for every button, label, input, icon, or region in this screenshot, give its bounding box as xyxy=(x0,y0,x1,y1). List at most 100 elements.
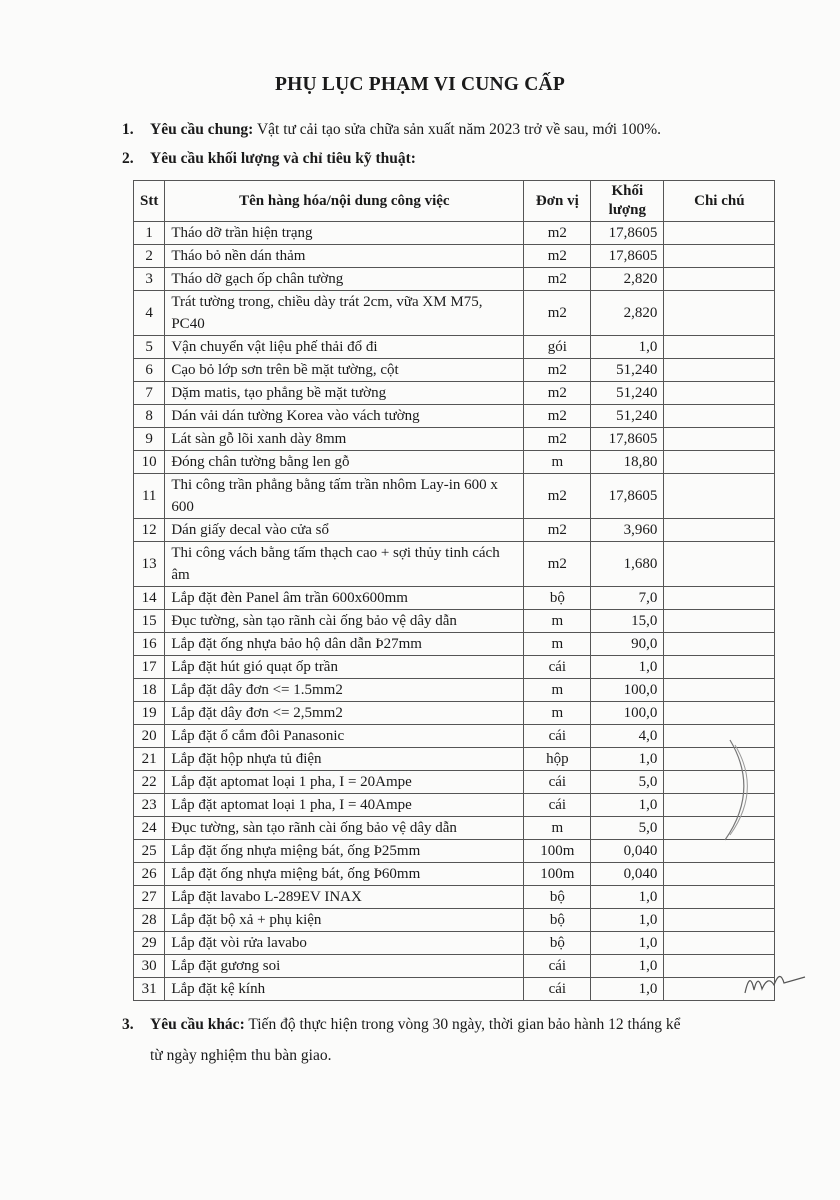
cell-unit: bộ xyxy=(523,908,592,932)
cell-stt: 14 xyxy=(132,586,166,610)
cell-unit: hộp xyxy=(523,747,592,771)
table-row: 3 Tháo dỡ gạch ốp chân tường m2 2,820 xyxy=(132,267,776,291)
cell-quantity: 1,0 xyxy=(590,793,665,817)
cell-stt: 9 xyxy=(132,427,166,451)
stamp-mark xyxy=(724,739,748,841)
cell-note xyxy=(663,655,776,679)
cell-name: Tháo bỏ nền dán thảm xyxy=(164,244,525,268)
cell-name: Đục tường, sàn tạo rãnh cài ống bảo vệ d… xyxy=(164,816,525,840)
cell-stt: 12 xyxy=(132,518,166,542)
cell-name: Dán giấy decal vào cửa sổ xyxy=(164,518,525,542)
cell-note xyxy=(663,609,776,633)
cell-note xyxy=(663,450,776,474)
cell-name: Đục tường, sàn tạo rãnh cài ống bảo vệ d… xyxy=(164,609,525,633)
cell-stt: 5 xyxy=(132,335,166,359)
section-text: Vật tư cải tạo sửa chữa sản xuất năm 202… xyxy=(253,121,661,138)
cell-quantity: 1,680 xyxy=(590,541,665,587)
cell-name: Đóng chân tường bằng len gỗ xyxy=(164,450,525,474)
cell-name: Lắp đặt ống nhựa miệng bát, ống Þ60mm xyxy=(164,862,525,886)
cell-quantity: 1,0 xyxy=(590,885,665,909)
cell-quantity: 51,240 xyxy=(590,381,665,405)
cell-stt: 24 xyxy=(132,816,166,840)
cell-unit: m xyxy=(523,816,592,840)
cell-name: Dán vải dán tường Korea vào vách tường xyxy=(164,404,525,428)
cell-unit: cái xyxy=(523,724,592,748)
cell-name: Tháo dỡ trần hiện trạng xyxy=(164,221,525,245)
cell-stt: 16 xyxy=(132,632,166,656)
cell-note xyxy=(663,586,776,610)
cell-unit: cái xyxy=(523,770,592,794)
cell-quantity: 2,820 xyxy=(590,267,665,291)
cell-stt: 11 xyxy=(132,473,166,519)
cell-name: Trát tường trong, chiều dày trát 2cm, vữ… xyxy=(164,290,525,336)
cell-name: Lắp đặt gương soi xyxy=(164,954,525,978)
cell-name: Lắp đặt aptomat loại 1 pha, I = 40Ampe xyxy=(164,793,525,817)
header-stt: Stt xyxy=(132,180,166,222)
cell-quantity: 3,960 xyxy=(590,518,665,542)
cell-note xyxy=(663,221,776,245)
cell-unit: m xyxy=(523,609,592,633)
table-row: 20 Lắp đặt ổ cắm đôi Panasonic cái 4,0 xyxy=(132,724,776,748)
cell-note xyxy=(663,404,776,428)
cell-note xyxy=(663,931,776,955)
cell-stt: 1 xyxy=(132,221,166,245)
cell-note xyxy=(663,862,776,886)
header-unit: Đơn vị xyxy=(523,180,592,222)
cell-unit: m2 xyxy=(523,518,592,542)
cell-name: Cạo bỏ lớp sơn trên bề mặt tường, cột xyxy=(164,358,525,382)
cell-unit: cái xyxy=(523,954,592,978)
table-row: 10 Đóng chân tường bằng len gỗ m 18,80 xyxy=(132,450,776,474)
section-volume-requirements: 2. Yêu cầu khối lượng và chỉ tiêu kỹ thuậ… xyxy=(122,150,416,168)
cell-unit: 100m xyxy=(523,862,592,886)
table-row: 13 Thi công vách bằng tấm thạch cao + sợi… xyxy=(132,541,776,587)
cell-quantity: 1,0 xyxy=(590,954,665,978)
page-title: PHỤ LỤC PHẠM VI CUNG CẤP xyxy=(275,74,565,95)
cell-stt: 4 xyxy=(132,290,166,336)
table-row: 8 Dán vải dán tường Korea vào vách tường m… xyxy=(132,404,776,428)
cell-stt: 18 xyxy=(132,678,166,702)
table-row: 22 Lắp đặt aptomat loại 1 pha, I = 20Ampe… xyxy=(132,770,776,794)
cell-quantity: 5,0 xyxy=(590,770,665,794)
cell-unit: m2 xyxy=(523,267,592,291)
cell-name: Lát sàn gỗ lõi xanh dày 8mm xyxy=(164,427,525,451)
cell-unit: m2 xyxy=(523,404,592,428)
table-row: 27 Lắp đặt lavabo L-289EV INAX bộ 1,0 xyxy=(132,885,776,909)
cell-quantity: 100,0 xyxy=(590,701,665,725)
section-number: 1. xyxy=(122,121,134,138)
cell-quantity: 17,8605 xyxy=(590,244,665,268)
table-row: 16 Lắp đặt ống nhựa bảo hộ dân dẫn Þ27mm m… xyxy=(132,632,776,656)
section-text: Tiến độ thực hiện trong vòng 30 ngày, th… xyxy=(244,1016,681,1033)
cell-stt: 23 xyxy=(132,793,166,817)
cell-stt: 25 xyxy=(132,839,166,863)
cell-note xyxy=(663,632,776,656)
cell-stt: 15 xyxy=(132,609,166,633)
table-row: 30 Lắp đặt gương soi cái 1,0 xyxy=(132,954,776,978)
cell-stt: 26 xyxy=(132,862,166,886)
cell-unit: bộ xyxy=(523,885,592,909)
cell-name: Thi công vách bằng tấm thạch cao + sợi t… xyxy=(164,541,525,587)
cell-stt: 8 xyxy=(132,404,166,428)
cell-quantity: 5,0 xyxy=(590,816,665,840)
cell-stt: 20 xyxy=(132,724,166,748)
cell-name: Vận chuyển vật liệu phế thải đổ đi xyxy=(164,335,525,359)
cell-stt: 10 xyxy=(132,450,166,474)
cell-unit: gói xyxy=(523,335,592,359)
cell-unit: cái xyxy=(523,655,592,679)
cell-unit: m xyxy=(523,678,592,702)
cell-stt: 21 xyxy=(132,747,166,771)
table-row: 1 Tháo dỡ trần hiện trạng m2 17,8605 xyxy=(132,221,776,245)
cell-quantity: 1,0 xyxy=(590,908,665,932)
cell-note xyxy=(663,701,776,725)
cell-quantity: 1,0 xyxy=(590,931,665,955)
cell-name: Lắp đặt dây đơn <= 1.5mm2 xyxy=(164,678,525,702)
cell-stt: 2 xyxy=(132,244,166,268)
cell-note xyxy=(663,244,776,268)
cell-name: Lắp đặt bộ xả + phụ kiện xyxy=(164,908,525,932)
cell-stt: 17 xyxy=(132,655,166,679)
cell-note xyxy=(663,358,776,382)
cell-note xyxy=(663,678,776,702)
table-row: 5 Vận chuyển vật liệu phế thải đổ đi gói 1,… xyxy=(132,335,776,359)
cell-name: Tháo dỡ gạch ốp chân tường xyxy=(164,267,525,291)
header-note: Chi chú xyxy=(663,180,776,222)
cell-note xyxy=(663,518,776,542)
